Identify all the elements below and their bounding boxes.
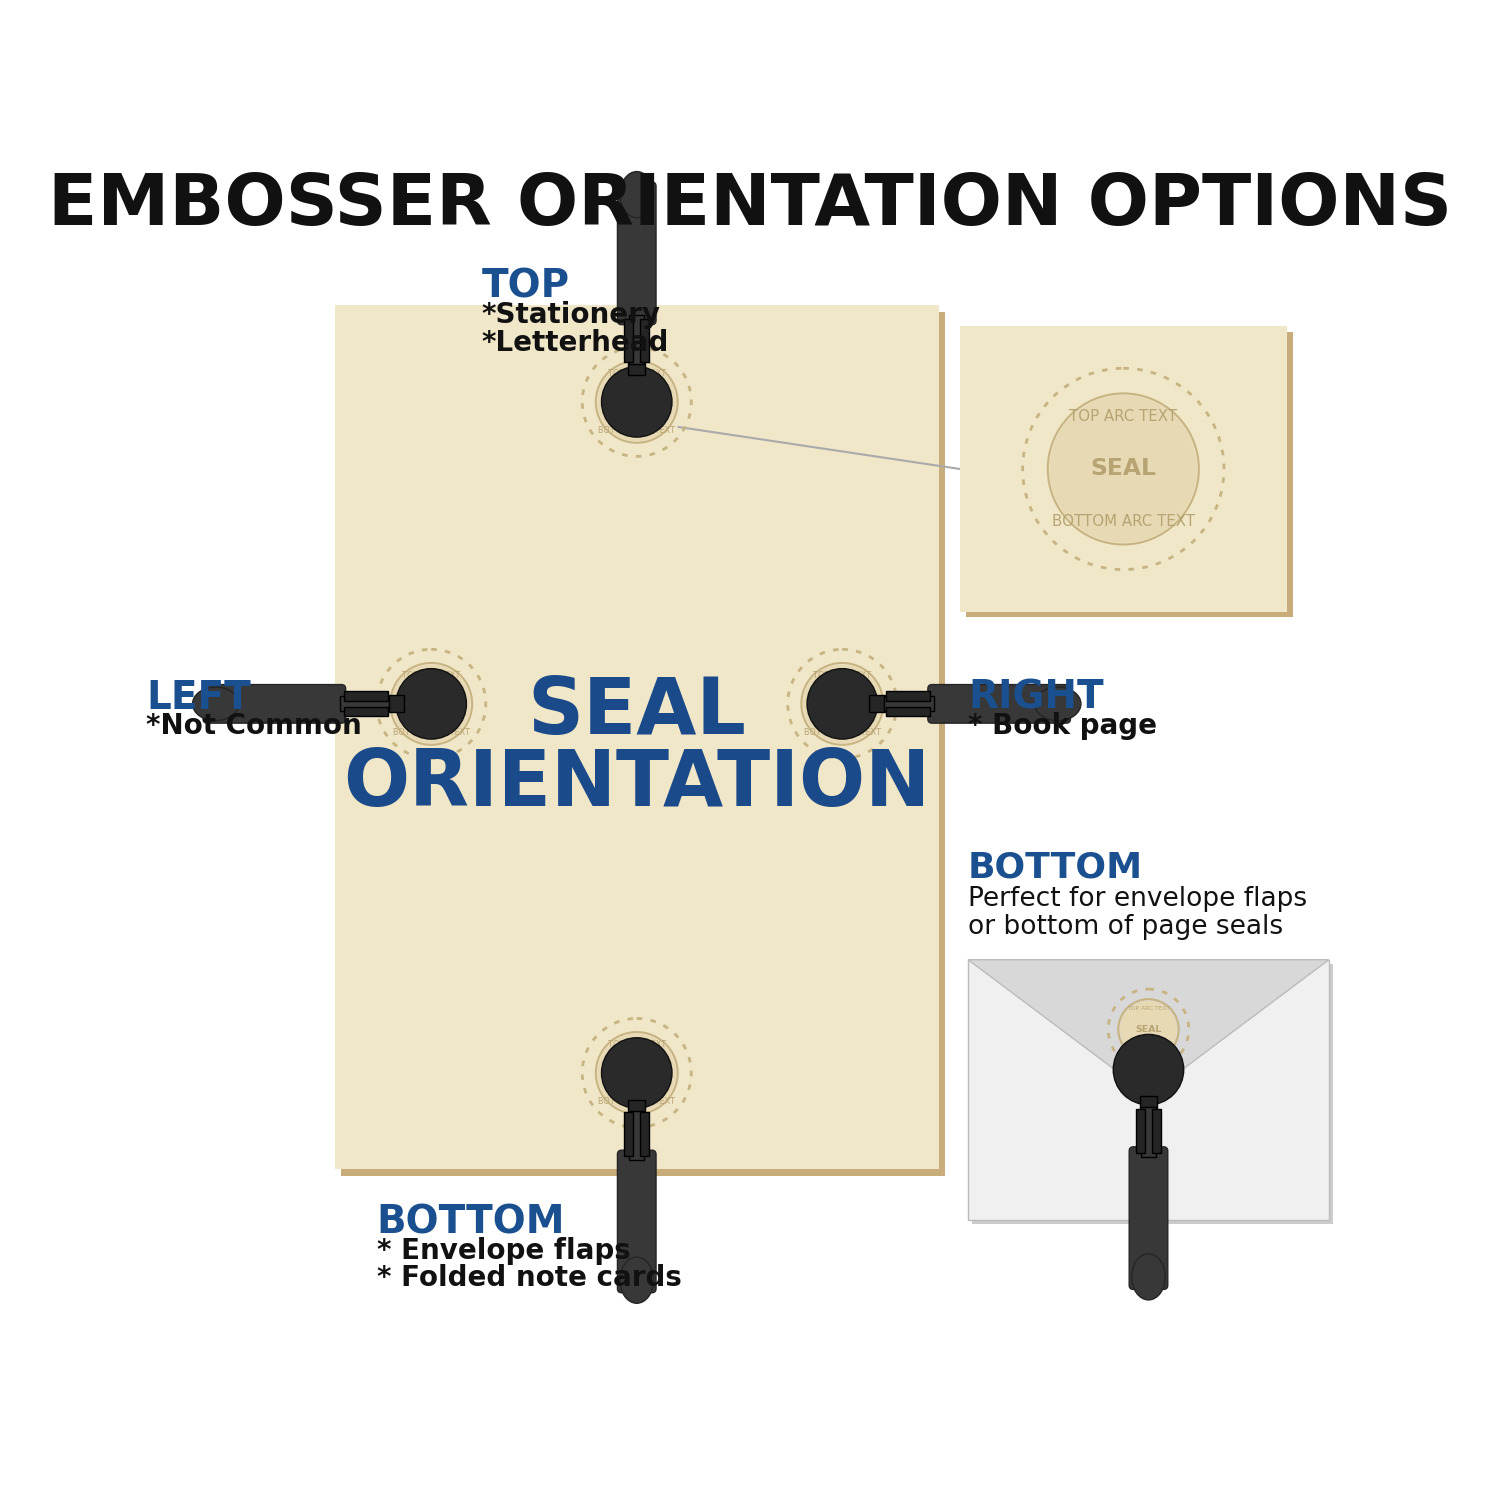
- FancyBboxPatch shape: [868, 696, 886, 712]
- Text: SEAL: SEAL: [414, 698, 448, 711]
- FancyBboxPatch shape: [640, 1113, 650, 1156]
- FancyBboxPatch shape: [342, 312, 945, 1176]
- Text: *Not Common: *Not Common: [146, 712, 362, 740]
- FancyBboxPatch shape: [387, 696, 405, 712]
- Text: * Folded note cards: * Folded note cards: [376, 1264, 681, 1293]
- Text: SEAL: SEAL: [620, 1066, 654, 1080]
- FancyBboxPatch shape: [628, 1100, 645, 1116]
- Text: EMBOSSER ORIENTATION OPTIONS: EMBOSSER ORIENTATION OPTIONS: [48, 171, 1452, 240]
- Text: TOP ARC TEXT: TOP ARC TEXT: [1126, 1007, 1170, 1011]
- Circle shape: [597, 1034, 676, 1112]
- FancyBboxPatch shape: [624, 1113, 633, 1156]
- FancyBboxPatch shape: [334, 306, 939, 1170]
- FancyBboxPatch shape: [960, 327, 1287, 612]
- Text: or bottom of page seals: or bottom of page seals: [968, 914, 1282, 939]
- Text: BOTTOM: BOTTOM: [376, 1203, 566, 1240]
- Text: *Stationery: *Stationery: [482, 302, 660, 328]
- FancyBboxPatch shape: [344, 692, 387, 700]
- Text: RIGHT: RIGHT: [968, 678, 1104, 717]
- Text: TOP ARC TEXT: TOP ARC TEXT: [608, 369, 666, 378]
- FancyBboxPatch shape: [624, 320, 633, 363]
- Circle shape: [1120, 1000, 1178, 1058]
- Text: * Book page: * Book page: [968, 712, 1156, 740]
- Text: BOTTOM ARC TEXT: BOTTOM ARC TEXT: [393, 728, 470, 736]
- FancyBboxPatch shape: [628, 358, 645, 375]
- Circle shape: [802, 664, 882, 742]
- Ellipse shape: [620, 171, 654, 217]
- Text: LEFT: LEFT: [146, 678, 250, 717]
- Circle shape: [392, 664, 471, 742]
- Text: TOP: TOP: [482, 267, 570, 306]
- FancyBboxPatch shape: [1130, 1148, 1168, 1290]
- FancyBboxPatch shape: [1136, 1108, 1144, 1152]
- Ellipse shape: [1035, 687, 1082, 720]
- FancyBboxPatch shape: [886, 692, 930, 700]
- Text: Perfect for envelope flaps: Perfect for envelope flaps: [968, 886, 1306, 912]
- FancyBboxPatch shape: [340, 696, 390, 711]
- Circle shape: [602, 366, 672, 436]
- Text: SEAL: SEAL: [528, 674, 746, 750]
- FancyBboxPatch shape: [1152, 1108, 1161, 1152]
- FancyBboxPatch shape: [618, 1150, 656, 1293]
- Text: TOP ARC TEXT: TOP ARC TEXT: [813, 670, 871, 680]
- Text: BOTTOM ARC TEXT: BOTTOM ARC TEXT: [1120, 1048, 1178, 1053]
- FancyBboxPatch shape: [886, 706, 930, 717]
- FancyBboxPatch shape: [884, 696, 933, 711]
- FancyBboxPatch shape: [628, 1110, 645, 1160]
- Text: BOTTOM ARC TEXT: BOTTOM ARC TEXT: [1052, 514, 1196, 529]
- FancyBboxPatch shape: [640, 320, 650, 363]
- Text: *Letterhead: *Letterhead: [482, 328, 669, 357]
- FancyBboxPatch shape: [344, 706, 387, 717]
- Circle shape: [396, 669, 466, 740]
- Polygon shape: [968, 960, 1329, 1095]
- FancyBboxPatch shape: [966, 332, 1293, 618]
- FancyBboxPatch shape: [972, 964, 1334, 1224]
- Text: SEAL: SEAL: [1136, 1024, 1161, 1033]
- FancyBboxPatch shape: [1140, 1096, 1156, 1113]
- Ellipse shape: [620, 1257, 654, 1304]
- Text: TOP ARC TEXT: TOP ARC TEXT: [1070, 410, 1178, 424]
- FancyBboxPatch shape: [202, 684, 345, 723]
- Ellipse shape: [1131, 1254, 1166, 1300]
- Text: ORIENTATION: ORIENTATION: [344, 746, 930, 822]
- Text: * Envelope flaps: * Envelope flaps: [376, 1236, 630, 1264]
- FancyBboxPatch shape: [628, 315, 645, 364]
- Text: BOTTOM ARC TEXT: BOTTOM ARC TEXT: [598, 1096, 675, 1106]
- FancyBboxPatch shape: [928, 684, 1071, 723]
- Text: SEAL: SEAL: [620, 396, 654, 408]
- FancyBboxPatch shape: [1142, 1107, 1156, 1156]
- Circle shape: [1113, 1035, 1184, 1106]
- Circle shape: [807, 669, 877, 740]
- Circle shape: [1050, 394, 1197, 543]
- Text: BOTTOM ARC TEXT: BOTTOM ARC TEXT: [804, 728, 880, 736]
- Text: TOP ARC TEXT: TOP ARC TEXT: [402, 670, 460, 680]
- Text: SEAL: SEAL: [1090, 458, 1156, 480]
- FancyBboxPatch shape: [968, 960, 1329, 1220]
- Ellipse shape: [192, 687, 238, 720]
- Text: SEAL: SEAL: [825, 698, 860, 711]
- Circle shape: [602, 1038, 672, 1108]
- Circle shape: [597, 363, 676, 441]
- Text: BOTTOM ARC TEXT: BOTTOM ARC TEXT: [598, 426, 675, 435]
- Text: BOTTOM: BOTTOM: [968, 850, 1143, 885]
- Text: TOP ARC TEXT: TOP ARC TEXT: [608, 1040, 666, 1048]
- FancyBboxPatch shape: [618, 182, 656, 324]
